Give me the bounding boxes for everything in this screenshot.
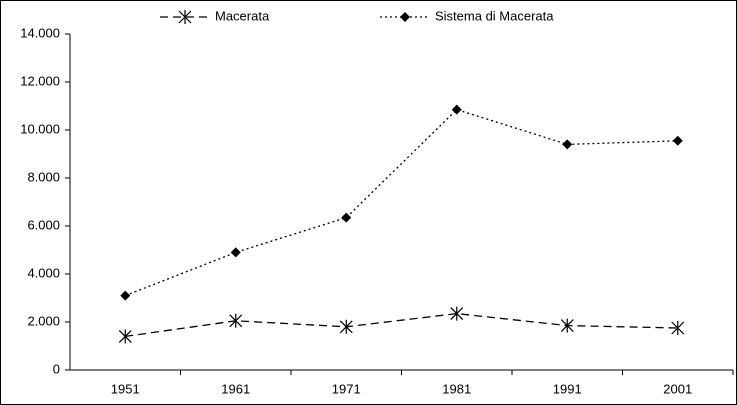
x-tick-label: 1951 <box>111 381 140 396</box>
y-tick-label: 12.000 <box>20 73 60 88</box>
y-tick-label: 6.000 <box>27 217 60 232</box>
legend-label: Macerata <box>215 8 270 23</box>
y-tick-label: 14.000 <box>20 25 60 40</box>
point <box>230 247 241 258</box>
point <box>450 306 464 321</box>
point <box>120 290 131 301</box>
x-tick-label: 1961 <box>221 381 250 396</box>
point <box>672 135 683 146</box>
x-tick-label: 1981 <box>442 381 471 396</box>
y-tick-label: 10.000 <box>20 121 60 136</box>
y-tick-label: 2.000 <box>27 313 60 328</box>
x-tick-label: 1971 <box>332 381 361 396</box>
point <box>560 318 574 333</box>
point <box>229 313 243 328</box>
series-line <box>125 312 678 338</box>
point <box>339 319 353 334</box>
point <box>451 104 462 115</box>
point <box>671 321 685 335</box>
point <box>562 139 573 150</box>
x-tick-label: 1991 <box>553 381 582 396</box>
point <box>341 212 352 223</box>
y-tick-label: 8.000 <box>27 169 60 184</box>
series-line <box>125 108 678 297</box>
point <box>400 12 410 22</box>
y-tick-label: 0 <box>53 361 60 376</box>
point <box>118 329 132 344</box>
point <box>178 10 192 24</box>
y-tick-label: 4.000 <box>27 265 60 280</box>
legend-label: Sistema di Macerata <box>435 8 554 23</box>
x-tick-label: 2001 <box>663 381 692 396</box>
